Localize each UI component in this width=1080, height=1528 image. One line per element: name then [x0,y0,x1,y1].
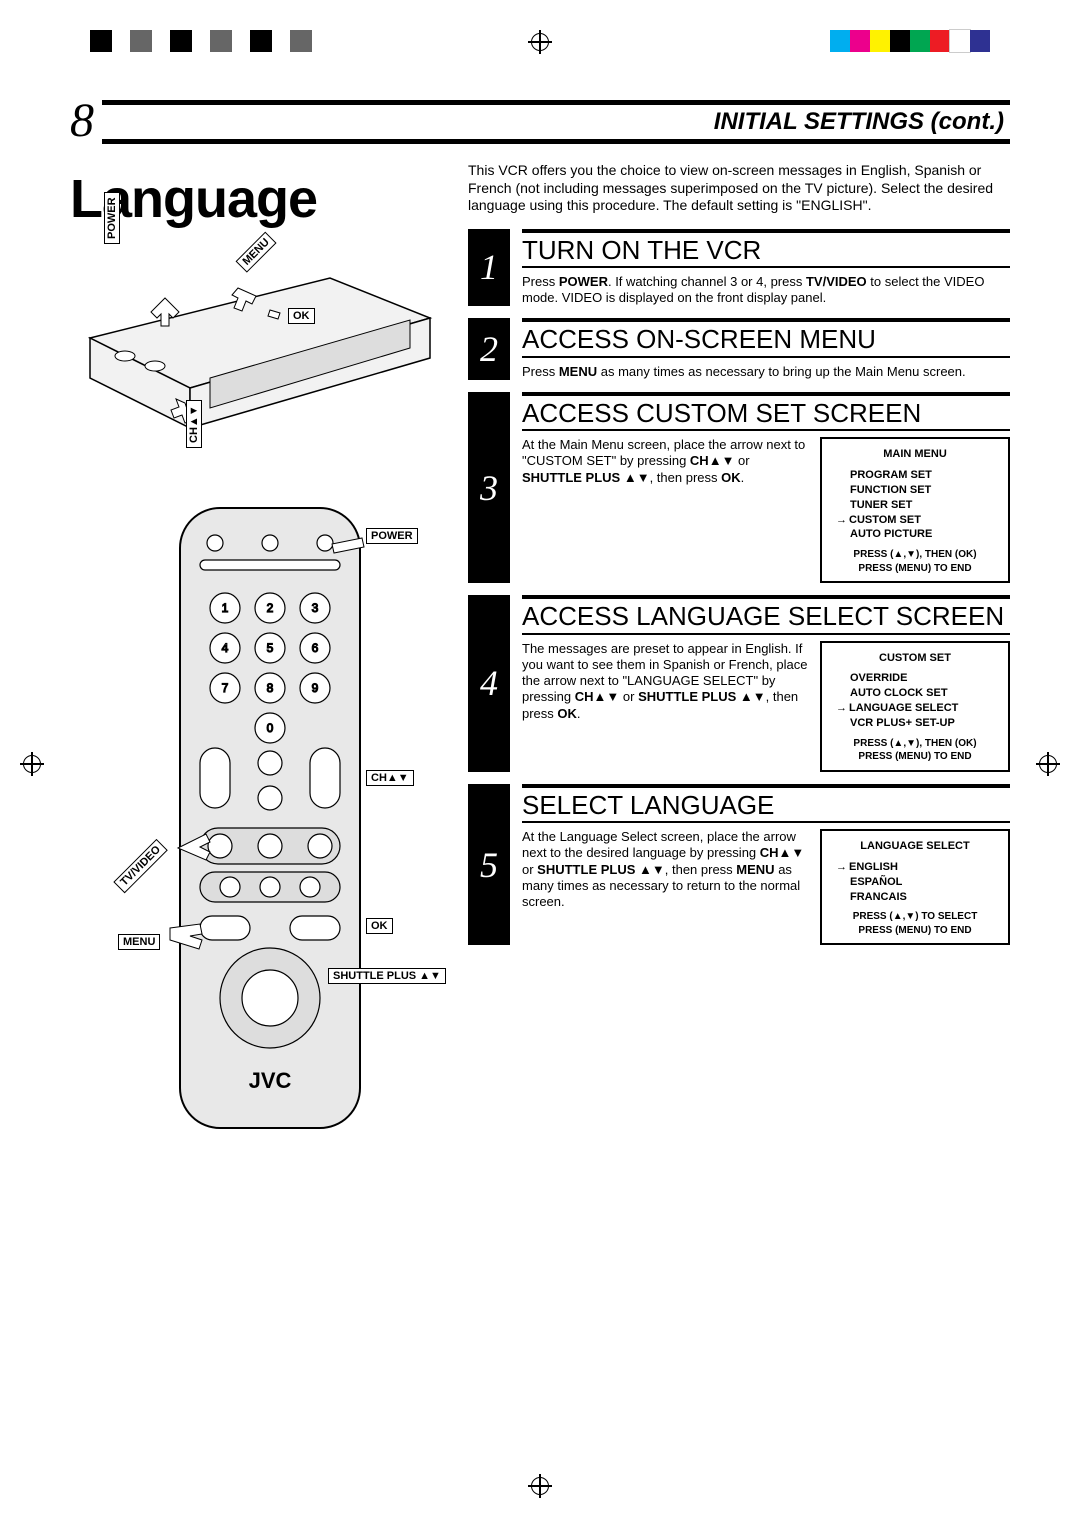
step-text: Press MENU as many times as necessary to… [522,364,1010,380]
step-text: The messages are preset to appear in Eng… [522,641,810,722]
osd-title: CUSTOM SET [832,651,998,666]
registration-target-right [1036,752,1060,776]
step-number: 3 [468,392,510,583]
step-heading: SELECT LANGUAGE [522,792,1010,819]
svg-text:4: 4 [222,641,229,655]
registration-target-left [20,752,44,776]
section-title: INITIAL SETTINGS (cont.) [714,108,1004,136]
svg-text:8: 8 [267,681,274,695]
step-heading: TURN ON THE VCR [522,237,1010,264]
step-number: 2 [468,318,510,380]
vcr-illustration: POWER MENU OK CH▲▼ [70,248,450,468]
osd-screen: LANGUAGE SELECT ENGLISHESPAÑOLFRANCAIS PRE… [820,829,1010,945]
color-registration-bar [830,30,990,52]
remote-brand: JVC [249,1068,292,1093]
osd-item: LANGUAGE SELECT [850,701,998,716]
step-text: Press POWER. If watching channel 3 or 4,… [522,274,1010,307]
svg-text:7: 7 [222,681,229,695]
bw-registration-squares [90,30,330,52]
osd-footer: PRESS (▲,▼) TO SELECTPRESS (MENU) TO END [832,910,998,937]
step-4: 4 ACCESS LANGUAGE SELECT SCREEN The messag… [468,595,1010,772]
step-text: At the Language Select screen, place the… [522,829,810,910]
page-title: Language [70,168,450,230]
step-2: 2 ACCESS ON-SCREEN MENU Press MENU as many… [468,318,1010,380]
remote-label-shuttle: SHUTTLE PLUS ▲▼ [328,968,446,984]
svg-text:3: 3 [312,601,319,615]
remote-label-power: POWER [366,528,418,544]
osd-item: FUNCTION SET [850,483,998,498]
step-number: 5 [468,784,510,946]
osd-item: AUTO PICTURE [850,527,998,542]
remote-label-menu: MENU [118,934,160,950]
osd-item: OVERRIDE [850,671,998,686]
step-heading: ACCESS LANGUAGE SELECT SCREEN [522,603,1010,630]
osd-screen: CUSTOM SET OVERRIDEAUTO CLOCK SETLANGUAGE… [820,641,1010,772]
svg-text:0: 0 [267,721,274,735]
step-5: 5 SELECT LANGUAGE At the Language Select s… [468,784,1010,946]
remote-label-ch: CH▲▼ [366,770,414,786]
vcr-label-ch: CH▲▼ [186,400,202,448]
osd-title: MAIN MENU [832,447,998,462]
osd-item: FRANCAIS [850,890,998,905]
osd-item: PROGRAM SET [850,468,998,483]
svg-text:2: 2 [267,601,274,615]
registration-target-top [528,30,552,54]
svg-text:6: 6 [312,641,319,655]
step-number: 1 [468,229,510,307]
osd-footer: PRESS (▲,▼), THEN (OK)PRESS (MENU) TO EN… [832,737,998,764]
osd-item: AUTO CLOCK SET [850,686,998,701]
osd-item: TUNER SET [850,498,998,513]
vcr-label-power: POWER [104,192,120,244]
page-content: 8 INITIAL SETTINGS (cont.) Language [70,100,1010,1468]
step-1: 1 TURN ON THE VCR Press POWER. If watching… [468,229,1010,307]
intro-paragraph: This VCR offers you the choice to view o… [468,162,1010,215]
step-number: 4 [468,595,510,772]
svg-text:9: 9 [312,681,319,695]
step-heading: ACCESS ON-SCREEN MENU [522,326,1010,353]
step-text: At the Main Menu screen, place the arrow… [522,437,810,486]
svg-text:5: 5 [267,641,274,655]
step-3: 3 ACCESS CUSTOM SET SCREEN At the Main Men… [468,392,1010,583]
vcr-label-ok: OK [288,308,315,324]
page-number: 8 [70,93,102,148]
remote-label-ok: OK [366,918,393,934]
svg-text:1: 1 [222,601,229,615]
osd-title: LANGUAGE SELECT [832,839,998,854]
osd-item: ESPAÑOL [850,875,998,890]
page-header: 8 INITIAL SETTINGS (cont.) [70,100,1010,144]
registration-target-bottom [528,1474,552,1498]
remote-illustration: 1 2 3 4 5 6 7 8 9 0 [70,498,450,1138]
step-heading: ACCESS CUSTOM SET SCREEN [522,400,1010,427]
osd-footer: PRESS (▲,▼), THEN (OK)PRESS (MENU) TO EN… [832,548,998,575]
osd-item: ENGLISH [850,860,998,875]
osd-item: VCR PLUS+ SET-UP [850,716,998,731]
osd-screen: MAIN MENU PROGRAM SETFUNCTION SETTUNER SE… [820,437,1010,583]
osd-item: CUSTOM SET [850,513,998,528]
